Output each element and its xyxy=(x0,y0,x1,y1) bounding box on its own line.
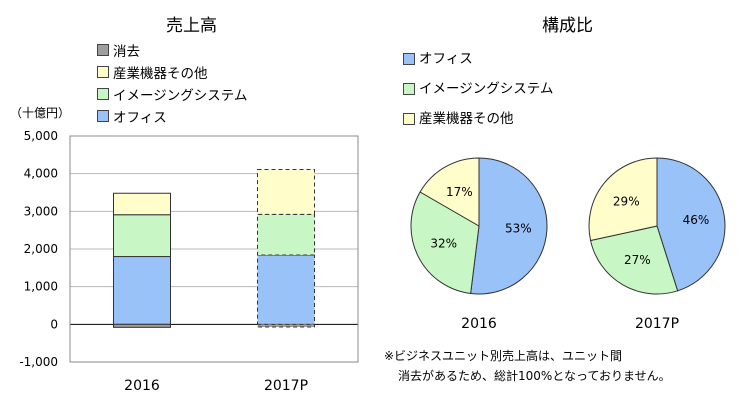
x-tick-label: 2017P xyxy=(264,378,308,394)
pie-legend-item-office: オフィス xyxy=(403,44,553,74)
pie-slice-label: 32% xyxy=(430,237,457,251)
pie-slice xyxy=(589,225,679,295)
pie-slice xyxy=(410,191,480,295)
pie-slice xyxy=(588,157,658,242)
bar-chart-legend: 消去 産業機器その他 イメージングシステム オフィス xyxy=(97,39,247,127)
legend-label-elimination: 消去 xyxy=(113,44,140,60)
pie-slice xyxy=(419,157,480,227)
bar-chart-unit-label: （十億円） xyxy=(10,106,71,120)
y-tick-label: 2,000 xyxy=(24,242,58,256)
legend-item-imaging: イメージングシステム xyxy=(97,83,247,105)
bar-segment xyxy=(113,192,171,216)
pie-year-label: 2016 xyxy=(461,316,497,332)
bar-segment xyxy=(113,214,171,258)
legend-label-industrial: 産業機器その他 xyxy=(113,66,208,82)
bar-segment xyxy=(257,323,315,328)
plot-frame xyxy=(69,135,359,363)
bar-chart-title: 売上高 xyxy=(166,16,217,36)
pie-chart-legend: オフィス イメージングシステム 産業機器その他 xyxy=(403,44,553,134)
stacked-bar-chart: -1,000 0 1,000 2,000 3,000 4,000 5,000 2016 2017… xyxy=(19,129,359,394)
footnote-line-1: ※ビジネスユニット別売上高は、ユニット間 xyxy=(384,349,623,363)
pie-charts: 53% 32% 17% 2016 46% 27% 29% 2017P xyxy=(410,157,726,332)
y-tick-label: 0 xyxy=(50,317,58,331)
legend-swatch-elimination xyxy=(97,44,109,56)
bar-segment xyxy=(257,169,315,215)
legend-swatch-imaging xyxy=(97,88,109,100)
pie-legend-swatch-office xyxy=(403,53,415,65)
pie-slice-label: 46% xyxy=(683,213,710,227)
pie-slice-label: 29% xyxy=(613,194,640,208)
pie-legend-swatch-industrial xyxy=(403,113,415,125)
bar-segment xyxy=(257,254,315,325)
pie-legend-label-office: オフィス xyxy=(419,51,473,67)
pie-legend-swatch-imaging xyxy=(403,83,415,95)
y-tick-label: 4,000 xyxy=(24,167,58,181)
legend-item-industrial: 産業機器その他 xyxy=(97,61,247,83)
y-tick-label: 5,000 xyxy=(24,129,58,143)
pie-chart-title: 構成比 xyxy=(542,16,593,36)
legend-label-imaging: イメージングシステム xyxy=(113,88,248,104)
pie-slice-label: 27% xyxy=(624,253,651,267)
x-tick-label: 2016 xyxy=(124,378,160,394)
y-tick-label: -1,000 xyxy=(19,355,58,369)
pie-legend-item-industrial: 産業機器その他 xyxy=(403,104,553,134)
footnote: ※ビジネスユニット別売上高は、ユニット間 消去があるため、総計100%となってお… xyxy=(384,346,671,386)
legend-swatch-office xyxy=(97,110,109,122)
bar-segment xyxy=(257,213,315,256)
legend-swatch-industrial xyxy=(97,66,109,78)
pie-legend-label-industrial: 産業機器その他 xyxy=(419,111,514,127)
pie-slice xyxy=(656,157,726,292)
legend-item-elimination: 消去 xyxy=(97,39,247,61)
pie-slice-label: 53% xyxy=(505,221,532,235)
pie-legend-label-imaging: イメージングシステム xyxy=(419,81,554,97)
footnote-line-2: 消去があるため、総計100%となっておりません。 xyxy=(398,369,671,383)
bar-segment xyxy=(113,323,171,328)
legend-label-office: オフィス xyxy=(113,110,167,126)
bar-segment xyxy=(113,256,171,325)
pie-legend-item-imaging: イメージングシステム xyxy=(403,74,553,104)
legend-item-office: オフィス xyxy=(97,105,247,127)
pie-slice-label: 17% xyxy=(446,185,473,199)
y-tick-label: 3,000 xyxy=(24,204,58,218)
pie-slice xyxy=(470,157,548,295)
y-tick-label: 1,000 xyxy=(24,280,58,294)
pie-year-label: 2017P xyxy=(635,316,679,332)
